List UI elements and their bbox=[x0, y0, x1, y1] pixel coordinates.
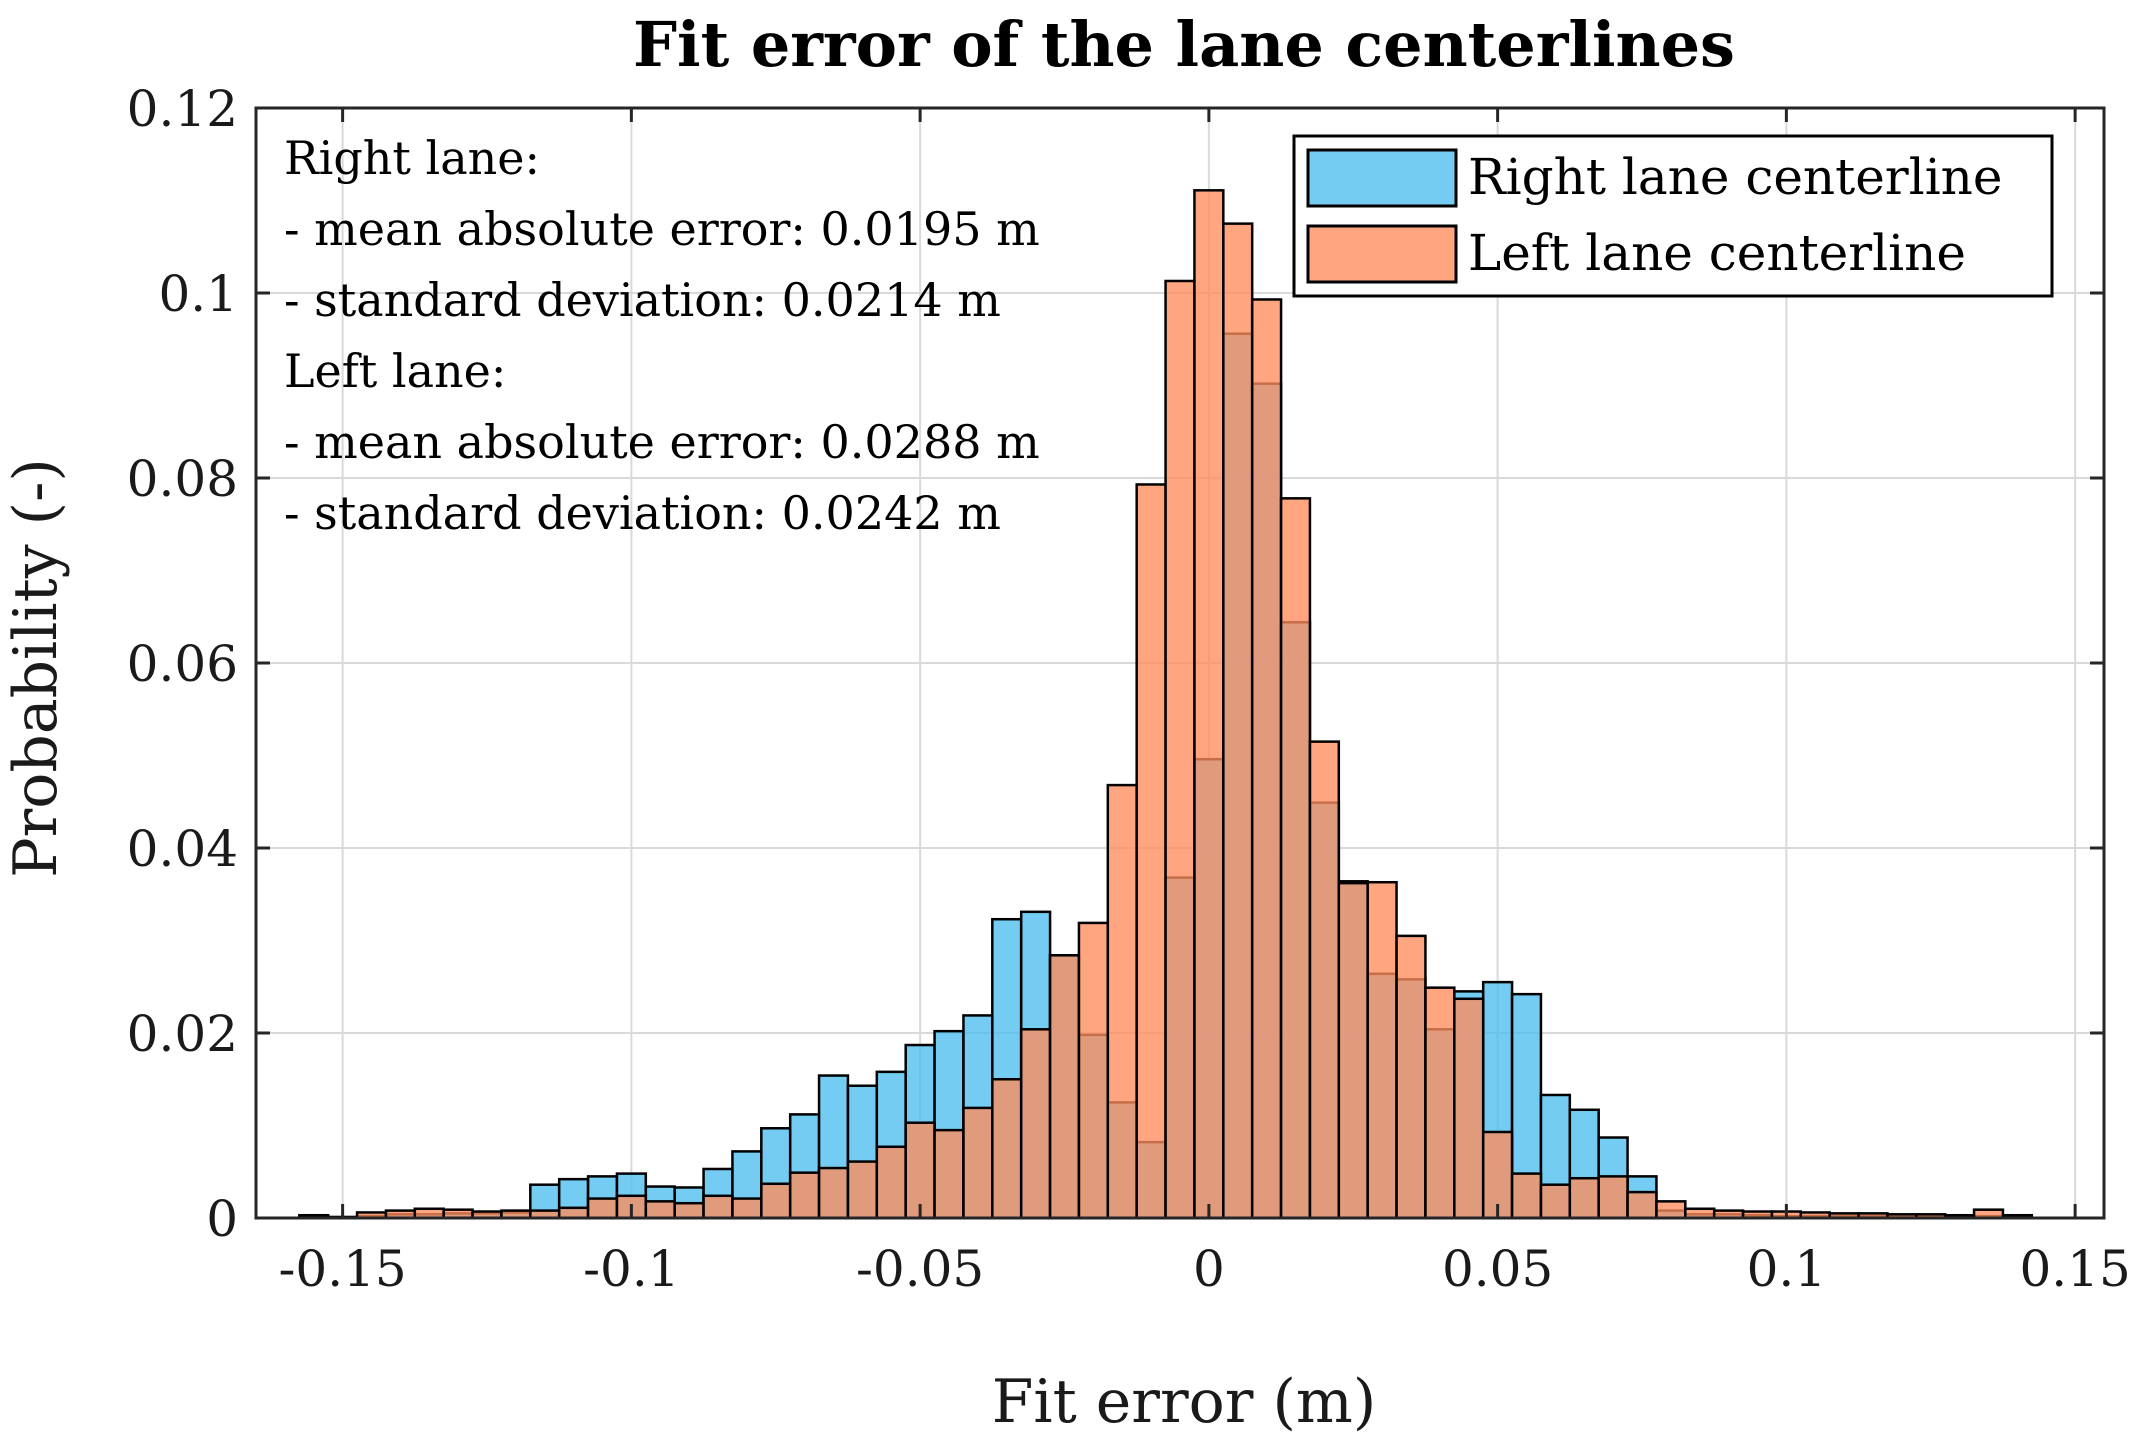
annotation-line-3: Left lane: bbox=[284, 344, 506, 398]
annotation-line-1: - mean absolute error: 0.0195 m bbox=[284, 202, 1040, 256]
bar-s1-45 bbox=[1597, 1175, 1629, 1220]
bar-s1-47 bbox=[1655, 1200, 1687, 1220]
bar-s1-32 bbox=[1222, 222, 1254, 1220]
bar-s1-39 bbox=[1424, 986, 1456, 1220]
bar-s1-40 bbox=[1453, 997, 1485, 1220]
x-tick-label-1: -0.1 bbox=[583, 1240, 679, 1298]
bar-s1-25 bbox=[1019, 1028, 1052, 1220]
bar-s1-42 bbox=[1510, 1172, 1543, 1220]
bar-s1-35 bbox=[1308, 740, 1341, 1220]
y-tick-labels: 0 0.02 0.04 0.06 0.08 0.1 0.12 bbox=[127, 80, 238, 1248]
chart-title: Fit error of the lane centerlines bbox=[633, 8, 1735, 81]
bar-s1-14 bbox=[702, 1194, 734, 1220]
annotation-line-0: Right lane: bbox=[284, 131, 540, 185]
legend-swatch-left bbox=[1306, 224, 1458, 284]
bar-s1-22 bbox=[933, 1128, 965, 1220]
bar-s1-34 bbox=[1279, 497, 1312, 1220]
x-tick-labels: -0.15 -0.1 -0.05 0 0.05 0.1 0.15 bbox=[279, 1240, 2131, 1298]
legend: Right lane centerline Left lane centerli… bbox=[1292, 134, 2054, 298]
bar-s1-12 bbox=[644, 1200, 676, 1220]
axes-frame bbox=[254, 106, 2106, 1220]
bar-s1-44 bbox=[1568, 1176, 1600, 1220]
bar-s1-28 bbox=[1106, 783, 1138, 1220]
bar-s1-21 bbox=[904, 1121, 936, 1220]
bar-s1-16 bbox=[760, 1182, 792, 1220]
y-tick-label-0: 0 bbox=[206, 1190, 238, 1248]
x-tick-label-4: 0.05 bbox=[1442, 1240, 1553, 1298]
y-tick-label-3: 0.06 bbox=[127, 635, 238, 693]
x-tick-label-0: -0.15 bbox=[279, 1240, 407, 1298]
bar-s1-30 bbox=[1164, 279, 1196, 1220]
x-tick-label-5: 0.1 bbox=[1747, 1240, 1827, 1298]
bar-s1-26 bbox=[1048, 954, 1081, 1220]
bar-s1-10 bbox=[586, 1197, 619, 1220]
bar-s1-13 bbox=[673, 1201, 705, 1220]
y-tick-label-1: 0.02 bbox=[127, 1005, 238, 1063]
y-tick-label-5: 0.1 bbox=[158, 265, 238, 323]
legend-label-right: Right lane centerline bbox=[1468, 148, 2002, 206]
bar-s1-29 bbox=[1135, 483, 1167, 1220]
annotation-line-5: - standard deviation: 0.0242 m bbox=[284, 486, 1001, 540]
bar-layer bbox=[298, 189, 2034, 1220]
x-tick-label-2: -0.05 bbox=[856, 1240, 984, 1298]
bar-s1-15 bbox=[731, 1197, 763, 1220]
annotation-line-2: - standard deviation: 0.0214 m bbox=[284, 273, 1001, 327]
bar-s1-41 bbox=[1481, 1130, 1514, 1220]
bar-s1-17 bbox=[788, 1171, 821, 1220]
bar-s1-23 bbox=[962, 1106, 994, 1220]
annotation-line-4: - mean absolute error: 0.0288 m bbox=[284, 415, 1040, 469]
y-tick-label-2: 0.04 bbox=[127, 820, 238, 878]
bar-s1-24 bbox=[991, 1078, 1023, 1220]
x-tick-label-6: 0.15 bbox=[2019, 1240, 2130, 1298]
x-axis-label: Fit error (m) bbox=[992, 1367, 1376, 1434]
legend-label-left: Left lane centerline bbox=[1468, 224, 1966, 282]
bar-s1-9 bbox=[557, 1206, 590, 1220]
stats-annotation: Right lane: - mean absolute error: 0.0195… bbox=[284, 131, 1040, 540]
bar-s1-36 bbox=[1337, 881, 1369, 1220]
y-tick-label-4: 0.08 bbox=[127, 450, 238, 508]
bar-s1-37 bbox=[1366, 880, 1398, 1220]
bar-s1-18 bbox=[817, 1166, 850, 1220]
y-tick-label-6: 0.12 bbox=[127, 80, 238, 138]
bar-s1-43 bbox=[1539, 1183, 1572, 1220]
bar-s1-19 bbox=[846, 1160, 879, 1220]
bar-s1-27 bbox=[1077, 921, 1110, 1220]
legend-swatch-right bbox=[1306, 148, 1458, 208]
y-axis-label: Probability (-) bbox=[1, 458, 71, 878]
bar-s1-33 bbox=[1250, 298, 1283, 1220]
bar-s1-46 bbox=[1626, 1190, 1658, 1220]
bar-s1-20 bbox=[875, 1145, 907, 1220]
bar-s1-38 bbox=[1395, 934, 1427, 1220]
x-tick-label-3: 0 bbox=[1193, 1240, 1225, 1298]
bar-s1-31 bbox=[1193, 189, 1225, 1220]
